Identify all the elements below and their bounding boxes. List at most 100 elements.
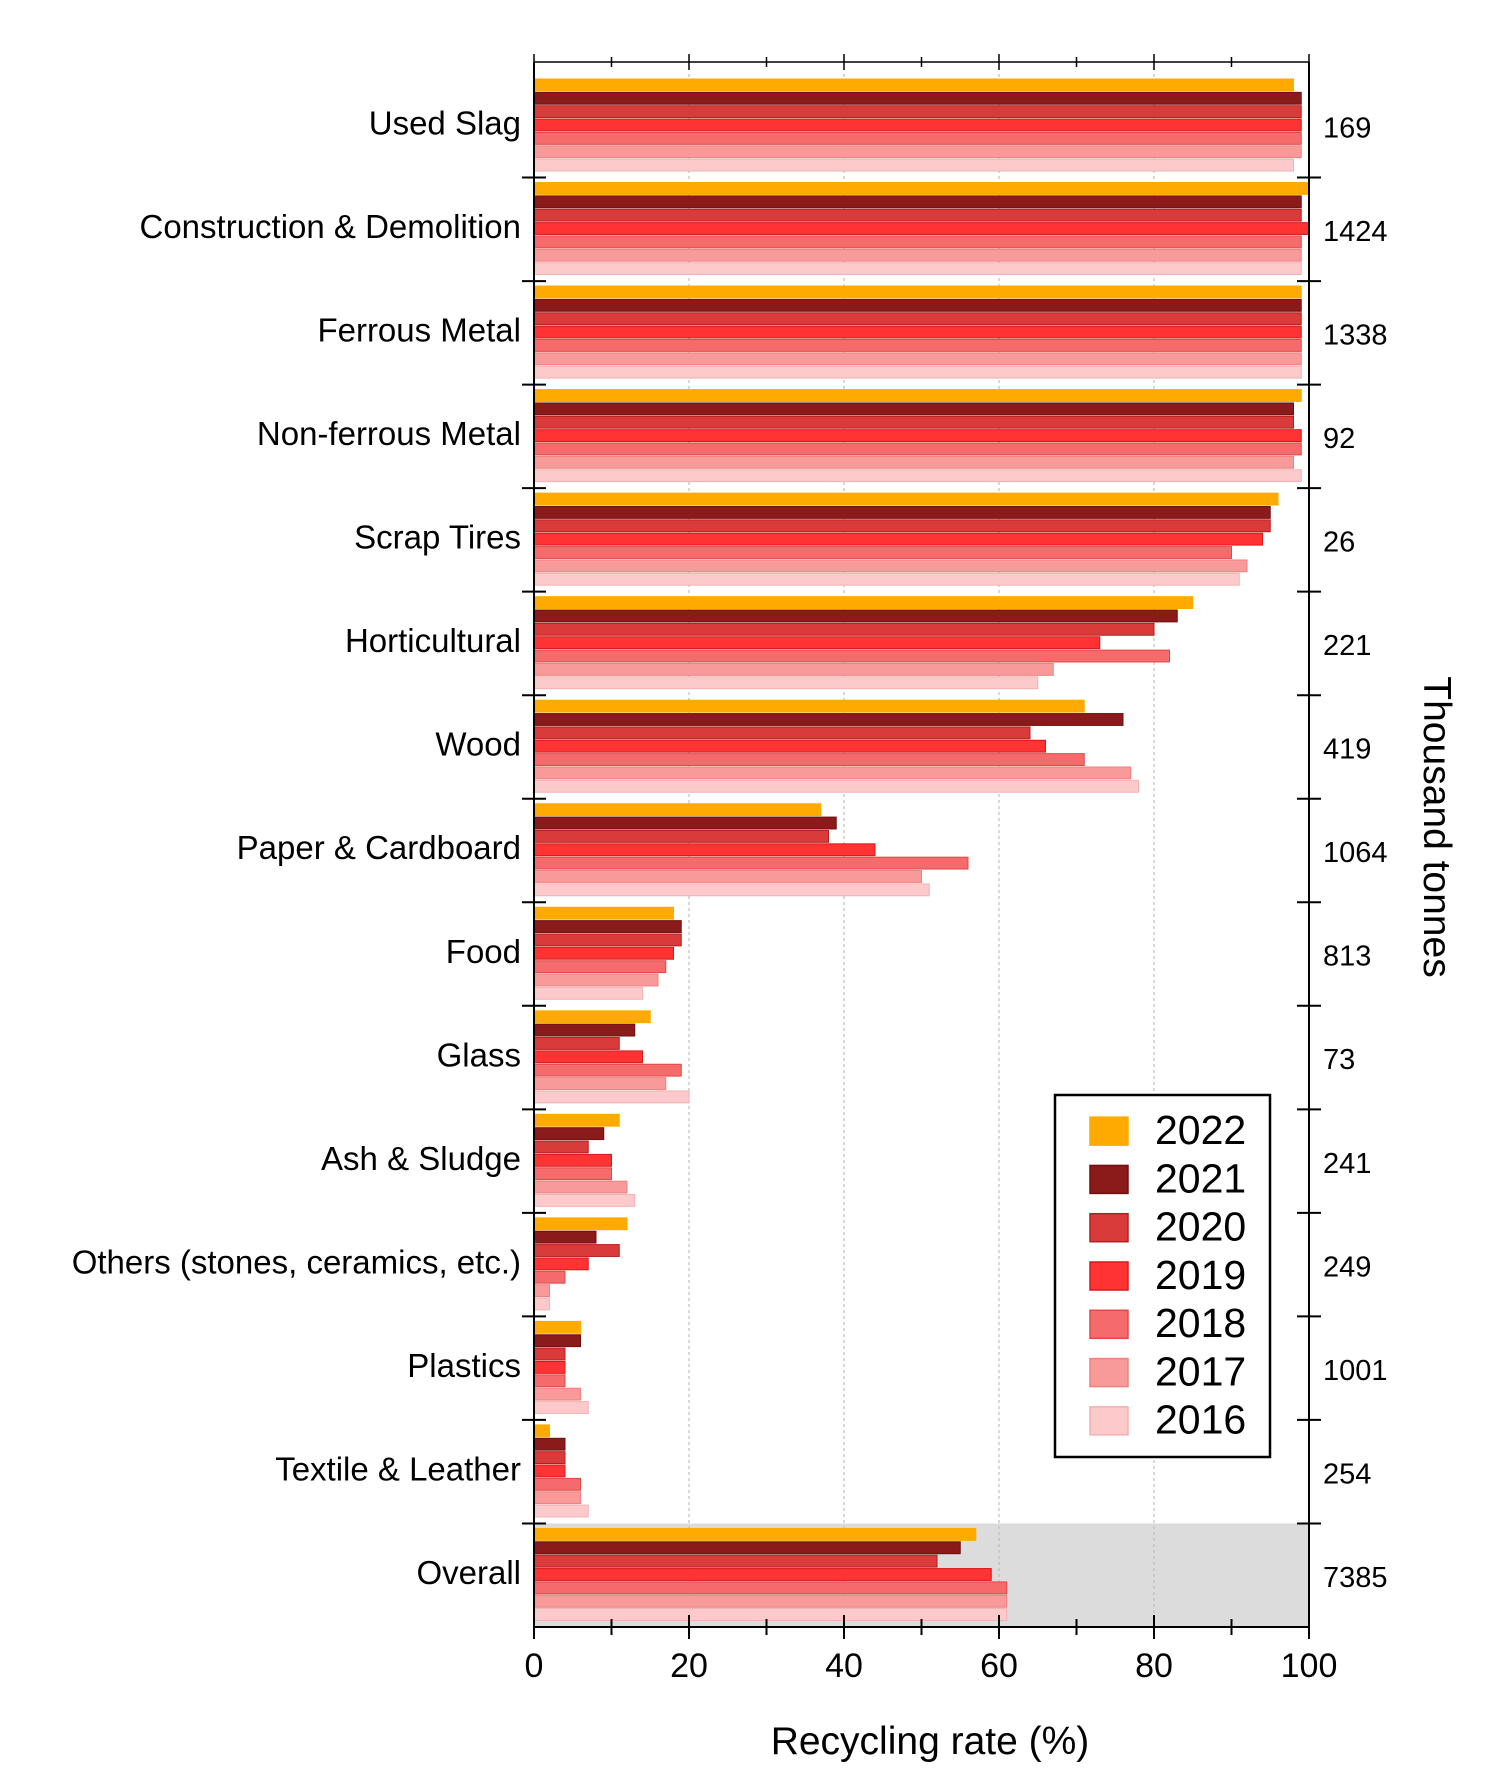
bar-others-stones-ceramics-etc-2018 — [533, 1270, 566, 1284]
bar-non-ferrous-metal-2021 — [533, 402, 1294, 416]
category-label-others-stones-ceramics-etc: Others (stones, ceramics, etc.) — [72, 1243, 521, 1280]
bar-overall-2020 — [533, 1554, 938, 1568]
legend-swatch-2020 — [1089, 1212, 1129, 1243]
bar-textile-leather-2022 — [533, 1424, 550, 1438]
category-label-ash-sludge: Ash & Sludge — [321, 1140, 521, 1177]
bar-textile-leather-2021 — [533, 1437, 566, 1451]
tonnage-label-glass: 73 — [1323, 1044, 1355, 1076]
bar-food-2019 — [533, 946, 674, 960]
bar-others-stones-ceramics-etc-2021 — [533, 1230, 597, 1244]
x-tick-label-20: 20 — [670, 1647, 708, 1685]
category-label-used-slag: Used Slag — [369, 104, 521, 141]
tonnage-label-plastics: 1001 — [1323, 1355, 1388, 1387]
bar-plastics-2022 — [533, 1320, 581, 1334]
bar-food-2018 — [533, 960, 667, 974]
tonnage-label-textile-leather: 254 — [1323, 1458, 1371, 1490]
bar-ferrous-metal-2018 — [533, 339, 1302, 352]
bar-food-2017 — [533, 973, 659, 987]
legend-swatch-2022 — [1089, 1116, 1129, 1146]
bar-wood-2021 — [533, 713, 1124, 726]
bar-ferrous-metal-2022 — [533, 285, 1302, 299]
bar-scrap-tires-2020 — [533, 519, 1271, 533]
bar-construction-demolition-2020 — [533, 208, 1302, 222]
bar-horticultural-2021 — [533, 609, 1178, 623]
bar-ferrous-metal-2021 — [533, 298, 1302, 312]
legend-swatch-2019 — [1089, 1261, 1129, 1291]
tonnage-label-horticultural: 221 — [1323, 630, 1371, 662]
bar-ash-sludge-2017 — [533, 1180, 628, 1194]
bar-construction-demolition-2022 — [533, 182, 1310, 195]
bar-overall-2019 — [533, 1568, 992, 1581]
tonnage-label-scrap-tires: 26 — [1323, 527, 1355, 559]
legend-label-2018: 2018 — [1155, 1300, 1246, 1346]
x-tick-label-60: 60 — [980, 1647, 1018, 1685]
category-label-textile-leather: Textile & Leather — [275, 1450, 521, 1487]
tonnage-label-used-slag: 169 — [1323, 112, 1371, 144]
bar-textile-leather-2019 — [533, 1464, 566, 1478]
bar-others-stones-ceramics-etc-2016 — [533, 1297, 550, 1311]
bar-wood-2020 — [533, 726, 1031, 740]
bar-overall-2018 — [533, 1581, 1008, 1595]
x-tick-label-100: 100 — [1281, 1647, 1338, 1685]
category-label-ferrous-metal: Ferrous Metal — [317, 312, 521, 349]
bar-ash-sludge-2022 — [533, 1113, 620, 1127]
tonnage-label-non-ferrous-metal: 92 — [1323, 423, 1355, 455]
bar-construction-demolition-2017 — [533, 248, 1302, 262]
tonnage-label-overall: 7385 — [1323, 1562, 1388, 1594]
bar-overall-2022 — [533, 1527, 977, 1541]
bar-food-2016 — [533, 986, 643, 1000]
bar-plastics-2019 — [533, 1360, 566, 1374]
category-label-horticultural: Horticultural — [345, 622, 521, 659]
x-axis-title: Recycling rate (%) — [771, 1720, 1090, 1763]
bar-glass-2022 — [533, 1010, 651, 1024]
bar-construction-demolition-2021 — [533, 195, 1302, 209]
bar-glass-2019 — [533, 1050, 643, 1064]
bar-ash-sludge-2020 — [533, 1140, 589, 1154]
legend-swatch-2018 — [1089, 1309, 1129, 1340]
bar-glass-2021 — [533, 1023, 636, 1037]
bar-non-ferrous-metal-2018 — [533, 442, 1302, 456]
category-label-overall: Overall — [416, 1554, 521, 1591]
bar-used-slag-2017 — [533, 145, 1302, 159]
bar-used-slag-2022 — [533, 78, 1294, 92]
bar-paper-cardboard-2017 — [533, 870, 922, 883]
bar-construction-demolition-2019 — [533, 222, 1310, 235]
bar-scrap-tires-2017 — [533, 559, 1248, 573]
tonnage-label-food: 813 — [1323, 941, 1371, 973]
tonnage-label-others-stones-ceramics-etc: 249 — [1323, 1251, 1371, 1283]
legend-label-2017: 2017 — [1155, 1348, 1246, 1394]
bar-ash-sludge-2019 — [533, 1153, 612, 1167]
bar-wood-2022 — [533, 699, 1085, 713]
bar-plastics-2020 — [533, 1347, 566, 1361]
bar-food-2021 — [533, 920, 682, 933]
bar-horticultural-2016 — [533, 676, 1039, 690]
bar-scrap-tires-2019 — [533, 532, 1263, 546]
tonnage-label-construction-demolition: 1424 — [1323, 216, 1388, 248]
bar-scrap-tires-2016 — [533, 572, 1240, 586]
bar-used-slag-2020 — [533, 105, 1302, 119]
legend-label-2019: 2019 — [1155, 1252, 1246, 1298]
bar-wood-2017 — [533, 766, 1132, 780]
category-label-non-ferrous-metal: Non-ferrous Metal — [257, 415, 521, 452]
legend-label-2022: 2022 — [1155, 1107, 1246, 1153]
bar-food-2022 — [533, 906, 674, 920]
bar-plastics-2016 — [533, 1401, 589, 1414]
bar-ash-sludge-2018 — [533, 1167, 612, 1181]
bar-textile-leather-2016 — [533, 1504, 589, 1518]
bar-textile-leather-2018 — [533, 1477, 581, 1491]
bar-ash-sludge-2016 — [533, 1194, 636, 1207]
bar-overall-2016 — [533, 1608, 1008, 1621]
legend-swatch-2017 — [1089, 1357, 1129, 1388]
bar-glass-2020 — [533, 1037, 620, 1050]
legend-swatch-2016 — [1089, 1406, 1129, 1436]
x-tick-label-40: 40 — [825, 1647, 863, 1685]
bar-glass-2018 — [533, 1063, 682, 1077]
bar-plastics-2018 — [533, 1374, 566, 1388]
bar-paper-cardboard-2020 — [533, 829, 829, 843]
x-tick-labels: 0 20 40 60 80 100 — [525, 1647, 1338, 1685]
bar-ferrous-metal-2020 — [533, 312, 1302, 326]
bar-others-stones-ceramics-etc-2019 — [533, 1257, 589, 1271]
tonnage-label-ash-sludge: 241 — [1323, 1148, 1371, 1180]
bar-construction-demolition-2018 — [533, 235, 1302, 249]
